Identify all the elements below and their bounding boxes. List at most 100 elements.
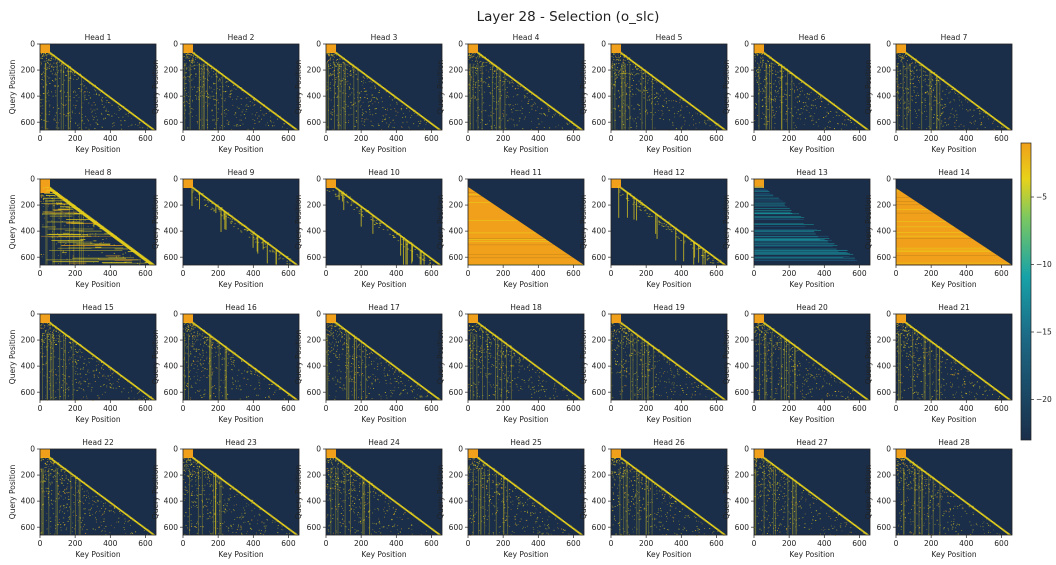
- heatmap-cell: [224, 110, 225, 111]
- heatmap-cell: [929, 82, 931, 84]
- heatmap-cell: [129, 255, 131, 257]
- heatmap-diagonal-cell: [239, 87, 243, 89]
- heatmap-cell: [345, 122, 347, 123]
- heatmap-diagonal-cell: [87, 80, 90, 82]
- heatmap-cell: [615, 60, 617, 62]
- heatmap-cell: [496, 76, 498, 77]
- heatmap-diagonal-cell: [394, 96, 397, 98]
- heatmap-diagonal-cell: [377, 218, 380, 220]
- heatmap-cell: [613, 59, 615, 61]
- heatmap-diagonal-cell: [209, 200, 212, 202]
- heatmap-cell: [82, 234, 88, 236]
- heatmap-cell: [772, 70, 773, 72]
- heatmap-diagonal-cell: [397, 233, 400, 235]
- heatmap-cell: [349, 84, 351, 85]
- heatmap-cell: [689, 112, 690, 114]
- heatmap-diagonal-cell: [671, 225, 675, 227]
- heatmap-cell: [204, 204, 207, 206]
- heatmap-cell: [637, 116, 639, 118]
- heatmap-diagonal-cell: [74, 71, 77, 73]
- heatmap-diagonal-cell: [641, 203, 644, 205]
- heatmap-diagonal-cell: [700, 112, 703, 114]
- heatmap-cell: [52, 231, 53, 233]
- heatmap-diagonal-cell: [113, 100, 116, 102]
- heatmap-cell: [922, 70, 925, 72]
- heatmap-cell: [952, 108, 953, 110]
- heatmap-cell: [364, 97, 366, 98]
- heatmap-cell: [351, 88, 353, 89]
- heatmap-cell: [292, 261, 294, 262]
- x-tick-label: 400: [959, 134, 974, 143]
- heatmap-diagonal-cell: [980, 108, 983, 110]
- heatmap-diagonal-cell: [206, 198, 210, 200]
- heatmap-cell: [336, 54, 337, 56]
- heatmap-cell: [781, 101, 783, 103]
- heatmap-diagonal-cell: [239, 222, 243, 224]
- heatmap-cell: [375, 219, 378, 221]
- heatmap-cell: [899, 52, 901, 54]
- heatmap-diagonal-cell: [716, 123, 719, 125]
- heatmap-cell: [245, 105, 247, 107]
- heatmap-cell: [57, 233, 59, 234]
- heatmap-cell: [617, 58, 619, 60]
- heatmap-cell: [254, 241, 257, 243]
- heatmap-cell: [646, 113, 648, 115]
- heatmap-column: [79, 208, 81, 265]
- heatmap-diagonal-cell: [436, 127, 439, 129]
- heatmap-cell: [657, 93, 659, 95]
- heatmap-diagonal-cell: [793, 75, 797, 77]
- heatmap-cell: [103, 106, 105, 108]
- heatmap-cell: [190, 111, 192, 113]
- heatmap-cell: [368, 211, 371, 213]
- heatmap-cell: [918, 77, 920, 79]
- heatmap-cell: [778, 90, 779, 92]
- heatmap-cell: [653, 114, 655, 116]
- heatmap-cell: [363, 82, 364, 84]
- heatmap-cell: [637, 72, 639, 74]
- heatmap-cell: [940, 104, 942, 106]
- heatmap-cell: [468, 59, 470, 60]
- heatmap-cell: [89, 124, 91, 126]
- heatmap-cell: [623, 72, 625, 74]
- heatmap-cell: [378, 92, 380, 94]
- heatmap-diagonal-cell: [629, 194, 633, 196]
- heatmap-cell: [385, 91, 387, 93]
- heatmap-diagonal-cell: [131, 250, 136, 252]
- heatmap-cell: [217, 208, 220, 210]
- heatmap-cell: [775, 60, 777, 62]
- heatmap-cell: [511, 80, 513, 81]
- heatmap-cell: [505, 104, 507, 106]
- y-tick-label: 0: [316, 175, 321, 184]
- heatmap-column: [921, 63, 923, 130]
- heatmap-cell: [769, 70, 771, 72]
- heatmap-cell: [329, 59, 330, 61]
- heatmap-cell: [656, 96, 658, 98]
- heatmap-cell: [221, 82, 222, 84]
- heatmap-cell: [90, 242, 91, 244]
- heatmap-diagonal-cell: [634, 63, 638, 65]
- heatmap-cell: [619, 73, 621, 75]
- heatmap-corner: [183, 44, 193, 53]
- heatmap-cell: [784, 94, 786, 95]
- heatmap-cell: [912, 57, 914, 58]
- heatmap-cell: [502, 118, 504, 120]
- heatmap-cell: [286, 256, 289, 257]
- heatmap-diagonal-cell: [661, 218, 664, 220]
- heatmap-cell: [897, 107, 899, 108]
- heatmap-cell: [432, 264, 435, 265]
- heatmap-cell: [925, 91, 927, 93]
- heatmap-cell: [765, 78, 767, 80]
- heatmap-cell: [185, 72, 187, 74]
- heatmap-diagonal-cell: [84, 215, 90, 217]
- heatmap-cell: [356, 78, 358, 80]
- heatmap-cell: [337, 195, 339, 197]
- heatmap-cell: [765, 63, 767, 65]
- heatmap-column: [45, 63, 47, 130]
- heatmap-cell: [348, 74, 350, 76]
- heatmap-cell: [233, 87, 235, 89]
- heatmap-diagonal-cell: [288, 123, 291, 125]
- heatmap-cell: [333, 96, 335, 98]
- heatmap-cell: [407, 248, 409, 250]
- heatmap-diagonal-cell: [654, 78, 658, 80]
- heatmap-cell: [335, 77, 336, 79]
